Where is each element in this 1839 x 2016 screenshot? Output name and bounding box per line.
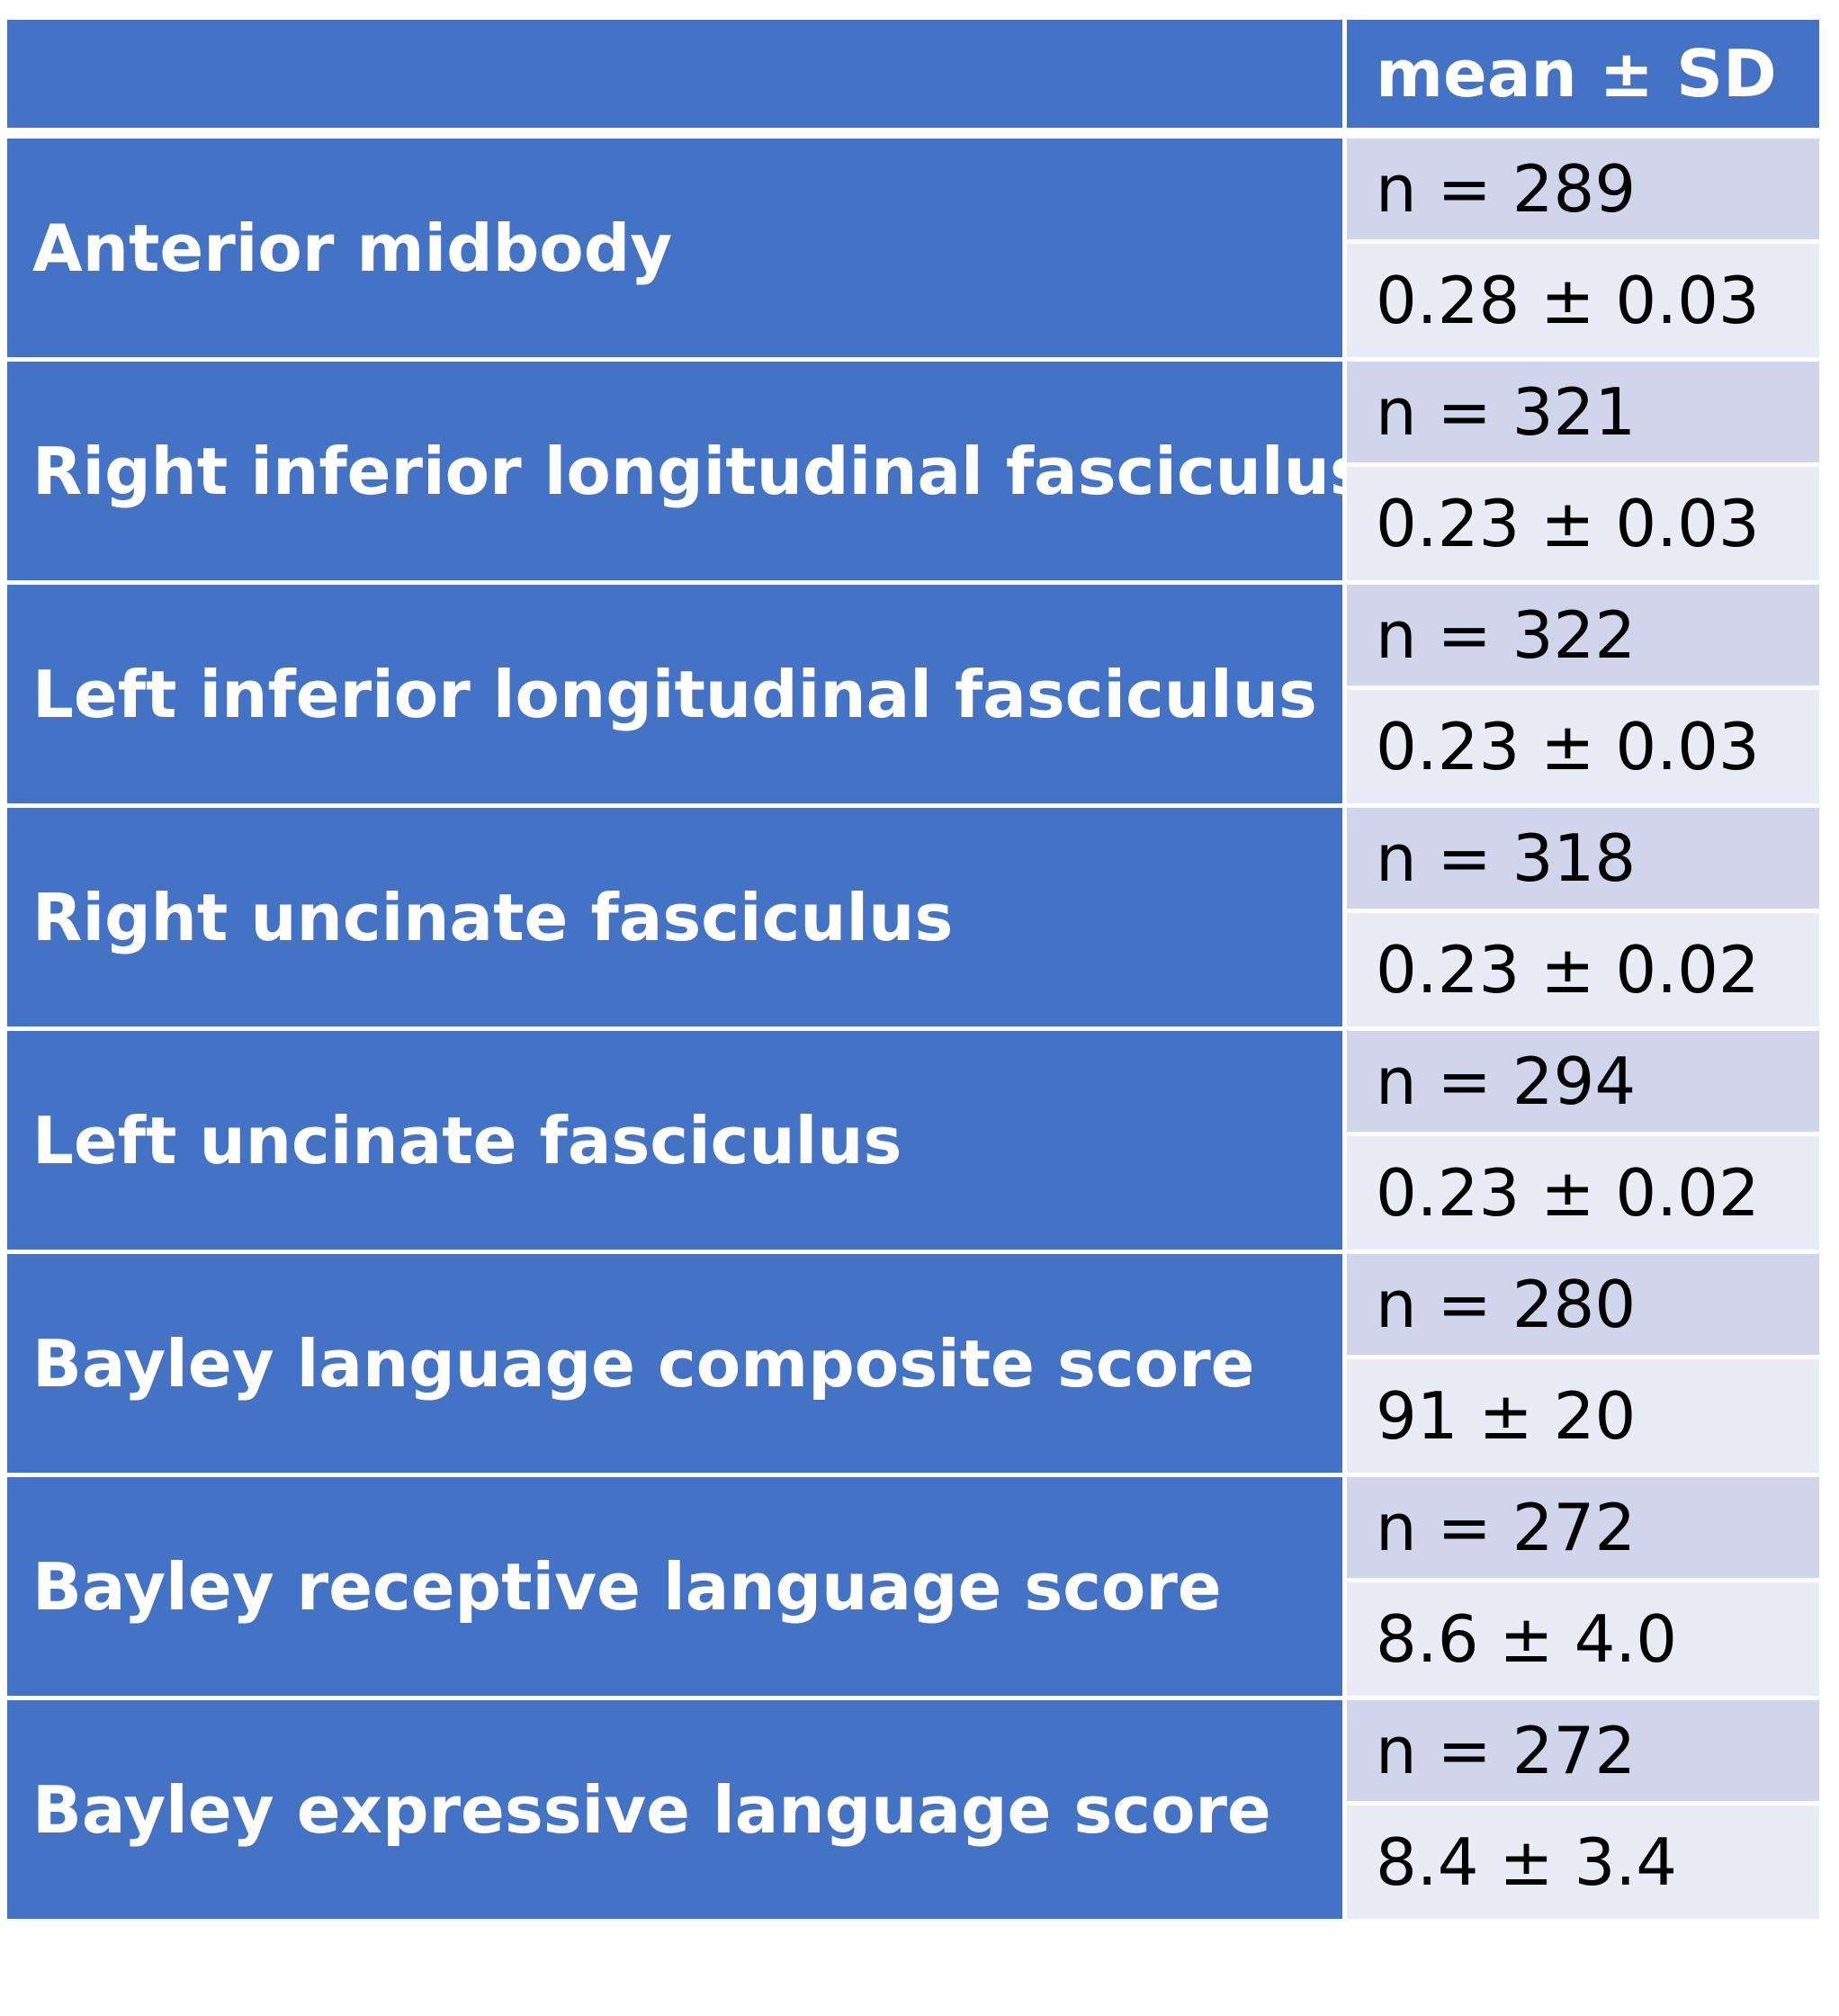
sample-size-cell: n = 289 xyxy=(1347,139,1819,239)
row-values: n = 272 8.4 ± 3.4 xyxy=(1347,1700,1819,1919)
sample-size-cell: n = 294 xyxy=(1347,1031,1819,1132)
row-values: n = 272 8.6 ± 4.0 xyxy=(1347,1477,1819,1696)
row-values: n = 318 0.23 ± 0.02 xyxy=(1347,808,1819,1026)
table-row: Bayley receptive language score n = 272 … xyxy=(7,1477,1819,1696)
table-row: Right uncinate fasciculus n = 318 0.23 ±… xyxy=(7,808,1819,1026)
sample-size-cell: n = 321 xyxy=(1347,362,1819,462)
table-row: Anterior midbody n = 289 0.28 ± 0.03 xyxy=(7,139,1819,357)
table-header: mean ± SD xyxy=(7,20,1819,128)
mean-sd-cell: 8.6 ± 4.0 xyxy=(1347,1582,1819,1696)
mean-sd-cell: 0.28 ± 0.03 xyxy=(1347,244,1819,357)
row-label: Bayley receptive language score xyxy=(7,1477,1342,1696)
row-values: n = 294 0.23 ± 0.02 xyxy=(1347,1031,1819,1250)
mean-sd-cell: 91 ± 20 xyxy=(1347,1359,1819,1473)
sample-size-cell: n = 280 xyxy=(1347,1254,1819,1355)
summary-table: mean ± SD Anterior midbody n = 289 0.28 … xyxy=(7,20,1819,1923)
sample-size-cell: n = 318 xyxy=(1347,808,1819,909)
table-row: Left inferior longitudinal fasciculus n … xyxy=(7,585,1819,803)
header-label-cell xyxy=(7,20,1342,128)
mean-sd-cell: 0.23 ± 0.02 xyxy=(1347,913,1819,1026)
row-values: n = 289 0.28 ± 0.03 xyxy=(1347,139,1819,357)
row-label: Right inferior longitudinal fasciculus xyxy=(7,362,1342,580)
sample-size-cell: n = 272 xyxy=(1347,1700,1819,1801)
row-values: n = 322 0.23 ± 0.03 xyxy=(1347,585,1819,803)
row-label: Bayley expressive language score xyxy=(7,1700,1342,1919)
sample-size-cell: n = 322 xyxy=(1347,585,1819,685)
row-label: Bayley language composite score xyxy=(7,1254,1342,1473)
mean-sd-cell: 8.4 ± 3.4 xyxy=(1347,1805,1819,1919)
sample-size-cell: n = 272 xyxy=(1347,1477,1819,1578)
table-row: Left uncinate fasciculus n = 294 0.23 ± … xyxy=(7,1031,1819,1250)
mean-sd-cell: 0.23 ± 0.03 xyxy=(1347,467,1819,580)
table-row: Right inferior longitudinal fasciculus n… xyxy=(7,362,1819,580)
row-label: Anterior midbody xyxy=(7,139,1342,357)
row-label: Left inferior longitudinal fasciculus xyxy=(7,585,1342,803)
header-value-cell: mean ± SD xyxy=(1347,20,1819,128)
row-values: n = 321 0.23 ± 0.03 xyxy=(1347,362,1819,580)
mean-sd-cell: 0.23 ± 0.03 xyxy=(1347,690,1819,803)
mean-sd-cell: 0.23 ± 0.02 xyxy=(1347,1136,1819,1250)
row-values: n = 280 91 ± 20 xyxy=(1347,1254,1819,1473)
row-label: Left uncinate fasciculus xyxy=(7,1031,1342,1250)
table-row: Bayley language composite score n = 280 … xyxy=(7,1254,1819,1473)
row-label: Right uncinate fasciculus xyxy=(7,808,1342,1026)
table-row: Bayley expressive language score n = 272… xyxy=(7,1700,1819,1919)
